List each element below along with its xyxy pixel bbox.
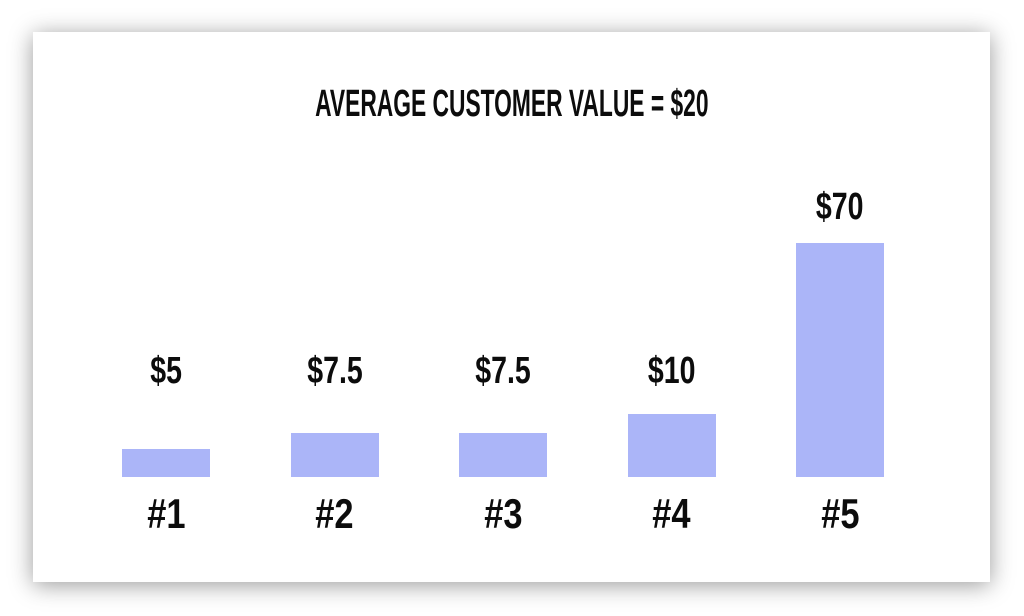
bar-value-text: $7.5 bbox=[475, 350, 531, 392]
bar-category-text: #4 bbox=[652, 490, 691, 537]
bar-4 bbox=[627, 414, 716, 477]
bar-value-label: $7.5 bbox=[418, 350, 588, 394]
bar-value-label: $70 bbox=[755, 186, 925, 230]
bar-category-text: #1 bbox=[146, 490, 186, 537]
chart-card: AVERAGE CUSTOMER VALUE = $20 $5 #1 $7.5 #2 $… bbox=[33, 32, 990, 582]
bar-value-text: $10 bbox=[647, 350, 696, 392]
bar-category-label: #5 bbox=[755, 490, 925, 538]
bar-category-text: #2 bbox=[315, 490, 354, 537]
bar-value-label: $7.5 bbox=[250, 350, 420, 394]
bar-category-label: #3 bbox=[418, 490, 588, 538]
bar-category-label: #2 bbox=[250, 490, 420, 538]
chart-title-text: AVERAGE CUSTOMER VALUE = $20 bbox=[314, 83, 709, 125]
bar-category-label: #4 bbox=[587, 490, 757, 538]
bar-1 bbox=[122, 449, 210, 477]
bar-category-label: #1 bbox=[81, 490, 251, 538]
bar-value-text: $70 bbox=[816, 186, 864, 228]
bar-3 bbox=[459, 433, 547, 477]
bar-value-text: $5 bbox=[150, 350, 182, 392]
bar-category-text: #3 bbox=[483, 490, 523, 537]
bar-5 bbox=[796, 243, 884, 477]
bar-value-label: $5 bbox=[81, 350, 251, 394]
chart-title: AVERAGE CUSTOMER VALUE = $20 bbox=[33, 83, 990, 127]
bar-2 bbox=[290, 433, 379, 477]
bar-value-label: $10 bbox=[587, 350, 757, 394]
bar-value-text: $7.5 bbox=[306, 350, 363, 392]
bar-category-text: #5 bbox=[820, 490, 860, 537]
